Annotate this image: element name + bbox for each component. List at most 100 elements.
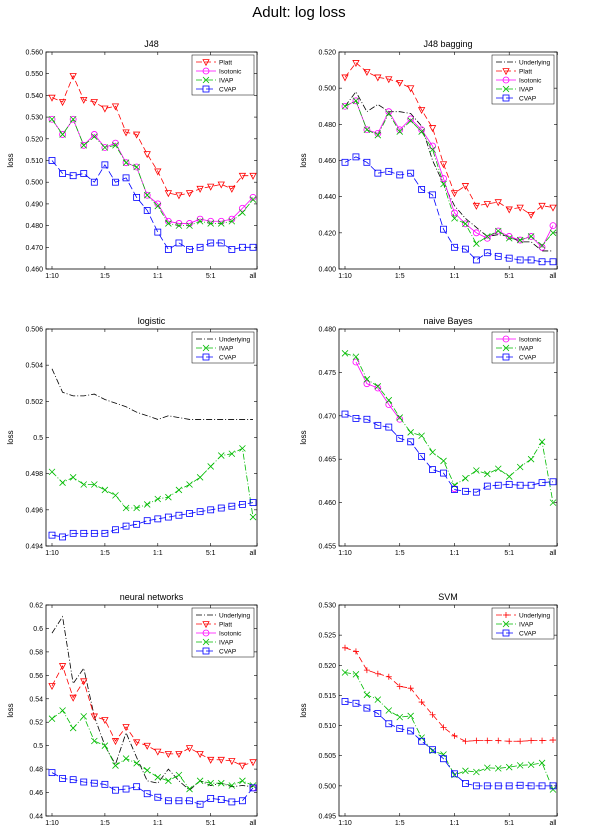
series-line	[51, 772, 254, 805]
y-tick-label: 0.58	[29, 649, 43, 656]
data-point	[527, 761, 535, 769]
y-tick-label: 0.510	[25, 158, 43, 165]
y-tick-label: 0.510	[318, 723, 336, 730]
data-point	[505, 473, 513, 480]
y-tick-label: 0.540	[25, 93, 43, 100]
data-point	[527, 256, 535, 264]
y-tick-label: 0.6	[33, 626, 43, 633]
data-point	[133, 520, 141, 528]
legend-label: Platt	[519, 68, 532, 75]
y-tick-label: 0.500	[318, 86, 336, 93]
data-point	[175, 797, 183, 805]
data-point	[249, 784, 257, 792]
data-point	[407, 685, 414, 692]
series-cvap	[48, 769, 257, 808]
data-point	[451, 770, 458, 778]
legend-marker	[202, 353, 210, 361]
series-line	[51, 502, 254, 538]
legend-label: IVAP	[219, 77, 233, 84]
legend-box	[191, 54, 255, 96]
data-point	[538, 759, 546, 767]
data-point	[472, 229, 480, 237]
data-point	[186, 222, 193, 229]
data-point	[440, 457, 447, 465]
data-point	[59, 707, 66, 714]
y-tick-label: 0.530	[25, 115, 43, 122]
data-point	[101, 780, 109, 788]
data-point	[363, 691, 371, 699]
data-point	[48, 94, 56, 102]
data-point	[538, 258, 546, 266]
data-point	[374, 670, 381, 677]
chart-panel-6: SVM 0.495 0.500 0.505 0.510 0.515 0.520 0.525 0.…	[299, 592, 558, 827]
data-point	[538, 243, 546, 251]
data-point	[122, 522, 130, 530]
data-point	[363, 126, 371, 134]
legend-label: Isotonic	[519, 77, 542, 84]
data-point	[494, 227, 502, 235]
series-underlying	[342, 644, 556, 745]
data-point	[154, 793, 162, 801]
data-point	[111, 103, 120, 111]
y-axis-label: loss	[6, 430, 15, 444]
legend-label: IVAP	[519, 621, 533, 628]
legend-label: Underlying	[519, 59, 550, 66]
legend-marker	[202, 67, 210, 75]
data-point	[239, 797, 246, 805]
data-point	[112, 786, 119, 794]
data-point	[417, 107, 426, 115]
x-tick-label: 1:10	[45, 273, 59, 280]
data-point	[175, 486, 183, 494]
data-point	[228, 215, 236, 223]
figure-title: Adult: log loss	[252, 4, 346, 21]
data-point	[165, 220, 172, 227]
y-tick-label: 0.525	[318, 633, 336, 640]
data-point	[549, 782, 557, 790]
data-point	[341, 410, 349, 418]
data-point	[549, 204, 557, 212]
y-tick-label: 0.5	[33, 743, 43, 750]
data-point	[133, 504, 140, 512]
y-tick-label: 0.46	[29, 790, 43, 797]
data-point	[80, 96, 88, 104]
data-point	[363, 158, 371, 166]
y-tick-label: 0.515	[318, 693, 336, 700]
data-point	[439, 161, 448, 169]
data-point	[385, 108, 393, 116]
data-point	[374, 710, 382, 717]
data-point	[549, 786, 557, 793]
series-ivap	[48, 707, 257, 793]
data-point	[549, 258, 557, 266]
data-point	[154, 515, 162, 523]
data-point	[352, 97, 360, 105]
data-point	[154, 168, 162, 176]
data-point	[341, 102, 349, 110]
legend-label: CVAP	[519, 630, 536, 637]
legend-box	[491, 54, 555, 105]
data-point	[228, 798, 236, 806]
data-point	[527, 211, 535, 219]
data-point	[516, 236, 524, 244]
data-point	[217, 452, 225, 459]
data-point	[539, 737, 546, 744]
y-tick-label: 0.480	[25, 223, 43, 230]
data-point	[483, 201, 491, 209]
data-point	[451, 486, 458, 493]
data-point	[516, 781, 524, 789]
y-axis-label: loss	[299, 703, 308, 717]
data-point	[132, 739, 141, 747]
y-tick-label: 0.455	[318, 544, 336, 551]
chart-panel-1: J48 0.460 0.470 0.480 0.490 0.500 0.510 0.520 0.…	[6, 39, 258, 280]
data-point	[428, 125, 437, 133]
data-point	[165, 493, 172, 501]
data-point	[101, 529, 109, 537]
data-point	[112, 526, 119, 534]
legend-label: Isotonic	[219, 68, 242, 75]
y-tick-label: 0.5	[33, 435, 43, 442]
data-point	[196, 215, 204, 223]
data-point	[207, 239, 215, 247]
data-point	[69, 776, 77, 784]
data-point	[69, 474, 77, 481]
data-point	[122, 785, 130, 793]
data-point	[122, 504, 130, 512]
